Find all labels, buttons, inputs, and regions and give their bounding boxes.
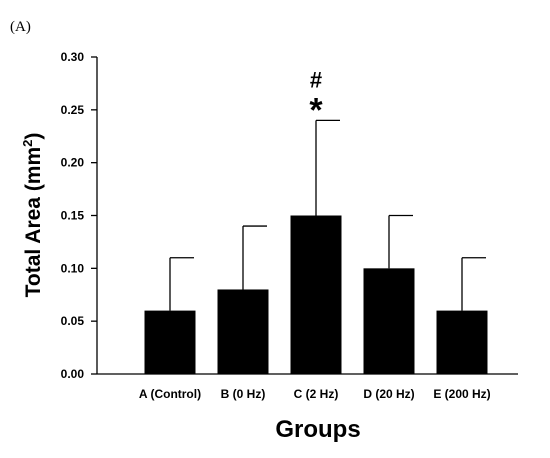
y-tick-label: 0.00 bbox=[61, 367, 85, 381]
x-axis-title: Groups bbox=[275, 416, 360, 443]
y-tick-label: 0.15 bbox=[61, 209, 85, 223]
bars bbox=[144, 215, 488, 374]
x-tick-label: B (0 Hz) bbox=[221, 387, 266, 401]
bar bbox=[217, 289, 269, 374]
y-tick-label: 0.30 bbox=[61, 50, 85, 64]
panel-label: (A) bbox=[10, 19, 31, 35]
hash-symbol: # bbox=[310, 67, 322, 92]
bar bbox=[144, 310, 196, 374]
y-tick-label: 0.20 bbox=[61, 156, 85, 170]
bar bbox=[363, 268, 415, 374]
x-tick-label: C (2 Hz) bbox=[294, 387, 339, 401]
y-tick-label: 0.05 bbox=[61, 314, 85, 328]
y-axis-title-close: ) bbox=[22, 133, 45, 140]
y-axis-title-text: Total Area (mm bbox=[22, 147, 45, 298]
asterisk-symbol: * bbox=[309, 91, 323, 129]
bar bbox=[436, 310, 488, 374]
bar bbox=[290, 215, 342, 374]
significance-annotations: #* bbox=[309, 67, 323, 129]
error-bars bbox=[169, 119, 486, 311]
y-axis-title-superscript: 2 bbox=[20, 140, 35, 147]
y-tick-label: 0.10 bbox=[61, 261, 85, 275]
y-axis-title: Total Area (mm2) bbox=[20, 133, 45, 298]
x-tick-label: E (200 Hz) bbox=[433, 387, 490, 401]
x-tick-label: D (20 Hz) bbox=[363, 387, 414, 401]
y-tick-label: 0.25 bbox=[61, 103, 85, 117]
x-tick-label: A (Control) bbox=[139, 387, 201, 401]
x-axis-tick-labels: A (Control) B (0 Hz) C (2 Hz) D (20 Hz) E (2… bbox=[139, 387, 491, 401]
y-axis-ticks: 0.00 0.05 0.10 0.15 0.20 0.25 0.30 bbox=[61, 50, 97, 381]
